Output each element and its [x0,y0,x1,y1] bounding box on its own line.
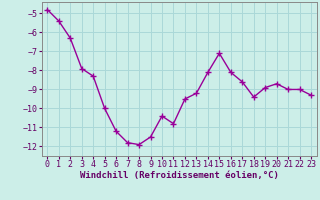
X-axis label: Windchill (Refroidissement éolien,°C): Windchill (Refroidissement éolien,°C) [80,171,279,180]
